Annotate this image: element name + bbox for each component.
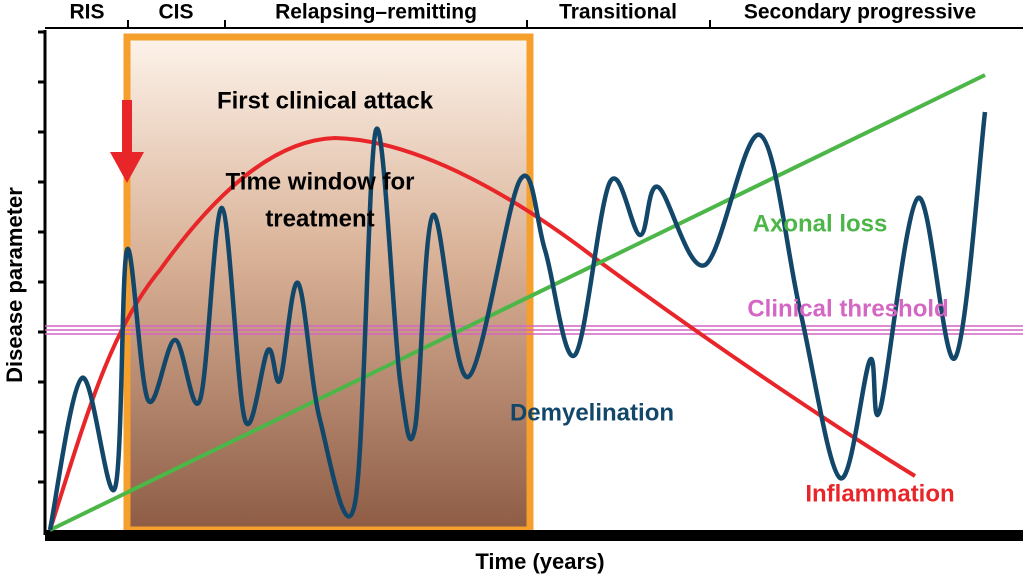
attack-arrow	[110, 100, 144, 183]
phase-label: RIS	[69, 1, 104, 24]
annotation: treatment	[265, 205, 374, 232]
phase-label: Transitional	[559, 1, 677, 24]
demyelination-label: Demyelination	[510, 399, 674, 426]
inflammation-label: Inflammation	[805, 480, 954, 507]
axonal-loss-line	[49, 73, 986, 532]
annotation: First clinical attack	[217, 87, 434, 114]
axonal-loss-label: Axonal loss	[753, 210, 888, 237]
y-ticks	[38, 30, 45, 484]
phase-bar	[45, 20, 1023, 29]
x-axis	[45, 530, 1023, 541]
annotation: Time window for	[226, 168, 415, 195]
phase-label: CIS	[158, 1, 193, 24]
phase-label: Relapsing–remitting	[275, 1, 477, 24]
threshold-label: Clinical threshold	[747, 295, 948, 322]
demyelination-curve	[47, 111, 988, 531]
phase-label: Secondary progressive	[744, 1, 976, 24]
x-axis-label: Time (years)	[475, 549, 604, 574]
y-axis-label: Disease parameter	[2, 187, 27, 383]
